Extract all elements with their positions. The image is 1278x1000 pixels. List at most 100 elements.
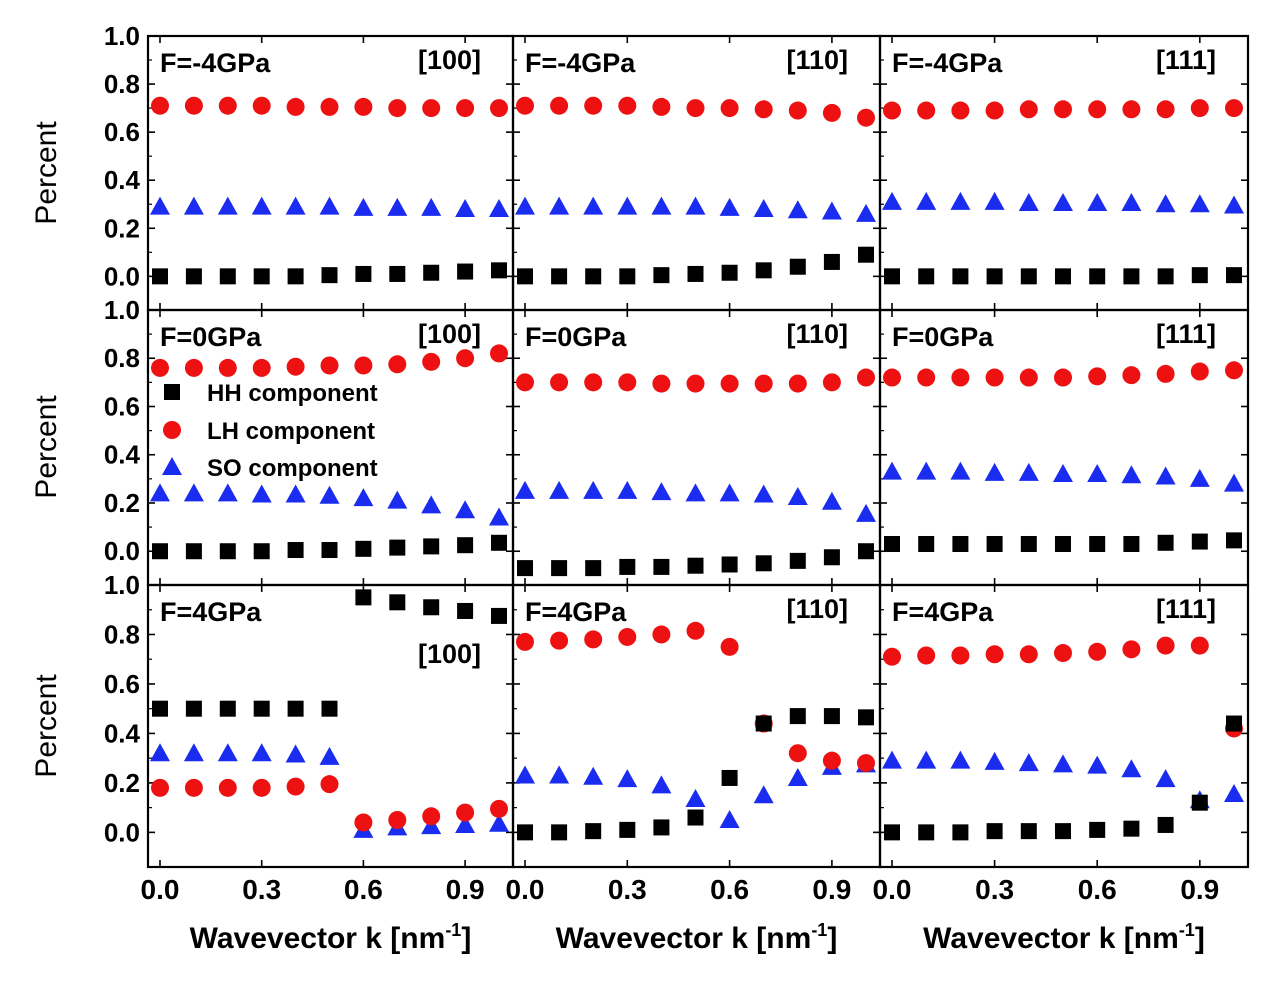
y-tick-label: 0.2 <box>104 488 140 518</box>
lh-point <box>883 101 901 120</box>
lh-point <box>822 103 841 122</box>
so-point <box>319 196 340 215</box>
hh-point <box>721 556 738 573</box>
hh-point <box>687 265 704 282</box>
lh-point <box>720 374 739 393</box>
so-point <box>856 503 876 522</box>
panel-grid: 1.0 0.8 0.6 0.4 0.2 0.0 F=-4GPa [100] F=-4GPa [11… <box>104 21 1250 869</box>
so-point <box>515 480 535 499</box>
hh-point <box>1055 823 1071 840</box>
hh-point <box>986 268 1003 285</box>
lh-point <box>788 744 807 763</box>
hh-point <box>619 558 636 575</box>
panel-0-2: F=-4GPa [111] <box>878 34 1250 312</box>
lh-point <box>951 368 970 387</box>
hh-point <box>986 823 1003 840</box>
hh-point <box>1123 820 1140 837</box>
lh-point <box>857 108 875 127</box>
so-point <box>549 196 570 215</box>
so-point <box>882 750 902 769</box>
hh-point <box>219 543 236 560</box>
y-tick-label: 0.0 <box>104 536 140 566</box>
so-point <box>617 196 638 215</box>
lh-point <box>1088 367 1107 386</box>
lh-point <box>252 358 271 377</box>
lh-point <box>490 99 508 118</box>
lh-point <box>218 358 237 377</box>
hh-point <box>918 268 935 285</box>
lh-point <box>584 373 603 392</box>
panel-0-1: F=-4GPa [110] <box>511 34 882 312</box>
x-axis-label-sup: -1 <box>1179 920 1195 940</box>
lh-point <box>516 373 534 392</box>
hh-point <box>253 543 270 560</box>
lh-point <box>857 368 875 387</box>
x-axis-label-main: Wavevector k [nm <box>190 922 446 955</box>
so-point <box>1087 464 1108 483</box>
hh-point <box>1089 535 1106 552</box>
so-point <box>651 482 672 501</box>
lh-point <box>1019 368 1038 387</box>
x-axis-label: Wavevector k [nm-1] <box>190 920 472 955</box>
hh-point <box>755 262 772 279</box>
lh-point <box>1122 100 1141 119</box>
lh-point <box>1019 100 1038 119</box>
so-point <box>285 196 306 215</box>
y-axis-labels: Percent Percent Percent <box>30 121 63 778</box>
so-point <box>1155 769 1176 788</box>
hh-point <box>1226 532 1242 549</box>
hh-point <box>185 543 202 560</box>
x-tick-label: 0.6 <box>1078 874 1117 905</box>
so-point <box>150 743 170 762</box>
hh-point <box>321 542 338 559</box>
lh-point <box>720 637 739 656</box>
hh-point <box>755 715 772 732</box>
lh-point <box>354 813 373 832</box>
y-tick-label: 0.8 <box>104 69 140 99</box>
so-point <box>183 196 204 215</box>
hh-point <box>389 539 406 556</box>
x-tick-label: 0.0 <box>506 874 545 905</box>
so-point <box>150 483 170 502</box>
direction-label: [111] <box>1156 319 1216 349</box>
so-point <box>583 766 604 785</box>
lh-point <box>1190 636 1209 655</box>
so-point <box>319 746 340 765</box>
lh-point <box>151 778 169 797</box>
lh-point <box>320 356 339 375</box>
lh-point <box>151 358 169 377</box>
legend-lh-label: LH component <box>207 418 375 445</box>
x-tick-label: 0.3 <box>242 874 281 905</box>
lh-point <box>218 96 237 115</box>
direction-label: [100] <box>418 319 481 349</box>
lh-point <box>788 101 807 120</box>
so-point <box>251 196 272 215</box>
hh-point <box>653 819 670 836</box>
y-tick-label: 0.0 <box>104 261 140 291</box>
force-label: F=4GPa <box>892 597 994 627</box>
panel-1-0: 1.0 0.8 0.6 0.4 0.2 0.0 F=0GPa [100] <box>104 295 515 587</box>
hh-point <box>653 267 670 284</box>
hh-point <box>1157 268 1174 285</box>
lh-point <box>388 99 407 118</box>
lh-point <box>985 101 1004 120</box>
hh-point <box>253 700 270 717</box>
so-point <box>950 191 971 210</box>
lh-point <box>1190 362 1209 381</box>
lh-point <box>490 799 508 818</box>
hh-point <box>952 268 969 285</box>
lh-point <box>151 96 169 115</box>
so-point <box>455 814 476 833</box>
so-point <box>387 490 408 509</box>
lh-point <box>1054 368 1072 387</box>
x-tick-label: 0.9 <box>1180 874 1219 905</box>
lh-point <box>686 621 705 640</box>
so-point <box>1018 193 1039 212</box>
x-axis-label-end: ] <box>1195 922 1205 955</box>
panel-2-0: 1.0 0.8 0.6 0.4 0.2 0.0 F=4GPa [100] <box>104 570 515 869</box>
lh-point <box>1225 361 1243 380</box>
hh-point <box>389 265 406 282</box>
force-label: F=4GPa <box>525 597 627 627</box>
lh-point <box>320 775 339 794</box>
so-point <box>1018 753 1039 772</box>
